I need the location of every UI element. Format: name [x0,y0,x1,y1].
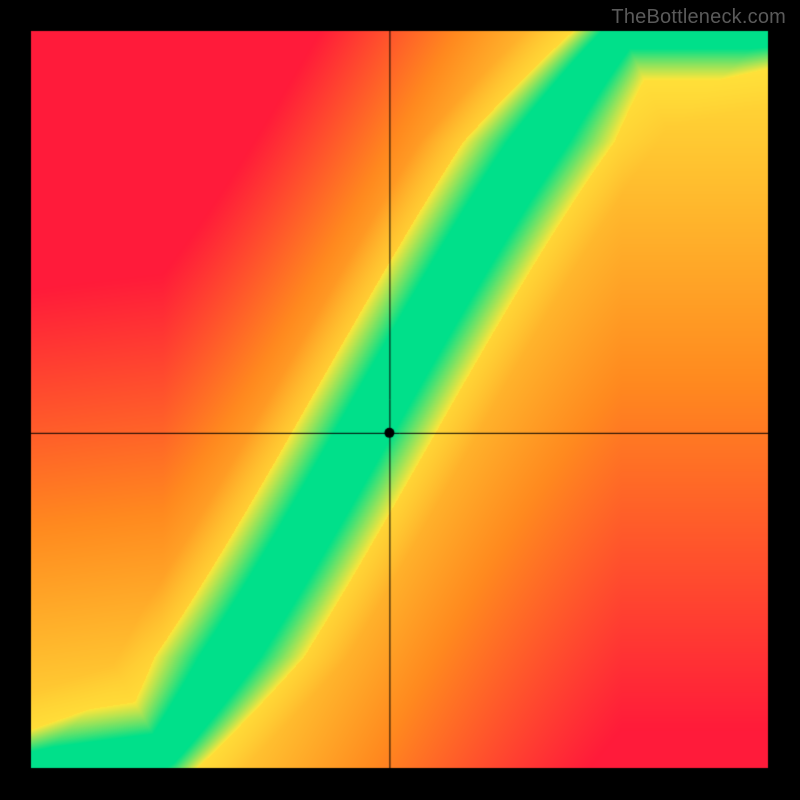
watermark-text: TheBottleneck.com [611,6,786,29]
chart-container: TheBottleneck.com [0,0,800,800]
heatmap-canvas [0,0,800,800]
